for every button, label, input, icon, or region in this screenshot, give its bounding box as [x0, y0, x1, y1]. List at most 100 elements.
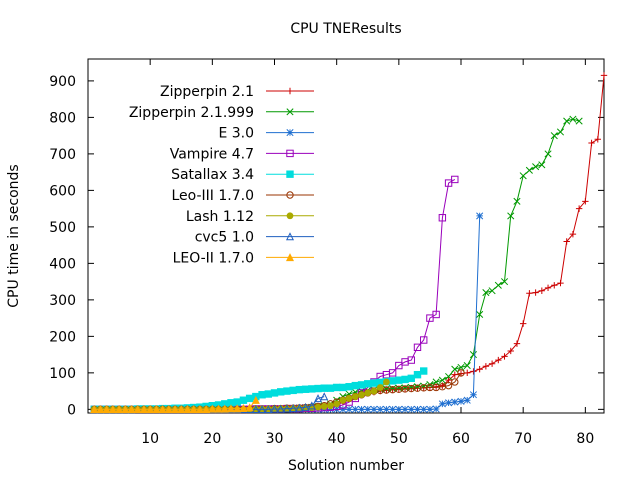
y-tick-label: 700	[49, 147, 76, 163]
data-point	[258, 391, 266, 399]
data-point	[413, 343, 422, 352]
data-point	[295, 403, 304, 412]
data-point	[500, 278, 509, 286]
data-point	[177, 405, 186, 414]
data-point	[326, 405, 335, 413]
axis-ticks: 10 20 30 40 50 60 70 80010020030040050060070080…	[49, 59, 604, 447]
data-point	[358, 391, 365, 399]
data-point	[401, 384, 409, 392]
data-point	[283, 387, 291, 395]
data-point	[432, 405, 440, 413]
data-point	[289, 386, 297, 395]
legend-label: cvc5 1.0	[195, 230, 254, 246]
data-point	[239, 403, 248, 412]
data-point	[295, 385, 304, 394]
data-point	[388, 377, 397, 385]
data-point	[133, 405, 142, 414]
data-point	[314, 403, 322, 411]
data-point	[189, 405, 198, 414]
data-point	[501, 353, 508, 360]
data-point	[314, 394, 323, 403]
data-point	[469, 391, 477, 399]
data-point	[519, 172, 527, 180]
data-point	[251, 405, 260, 414]
data-point	[438, 214, 447, 222]
x-tick-label: 20	[203, 431, 221, 447]
data-point	[96, 405, 105, 414]
series-line	[94, 215, 481, 410]
data-point	[332, 383, 341, 392]
data-point	[289, 403, 298, 412]
data-point	[270, 404, 279, 413]
data-point	[551, 282, 558, 289]
legend-marker	[285, 232, 295, 241]
legend-label: Satallax 3.4	[171, 167, 254, 183]
data-point	[220, 404, 229, 413]
data-point	[139, 405, 148, 414]
x-tick-label: 80	[576, 431, 594, 447]
y-tick-label: 300	[49, 293, 76, 309]
data-point	[600, 72, 608, 79]
legend-label: Lash 1.12	[186, 209, 254, 225]
data-point	[420, 405, 428, 413]
data-point	[282, 404, 291, 413]
series-line	[94, 178, 456, 410]
data-point	[258, 405, 267, 414]
data-point	[339, 405, 347, 413]
data-point	[333, 400, 341, 408]
data-point	[214, 404, 223, 413]
y-tick-label: 800	[49, 110, 76, 126]
data-point	[482, 289, 490, 297]
data-point	[233, 398, 241, 406]
series-1	[90, 115, 583, 413]
y-tick-label: 900	[49, 74, 76, 90]
data-point	[575, 205, 583, 212]
data-point	[556, 128, 565, 136]
data-point	[532, 289, 539, 296]
data-point	[582, 198, 589, 205]
data-point	[127, 405, 136, 414]
series-layer	[90, 72, 608, 414]
data-point	[413, 405, 422, 413]
data-point	[488, 287, 496, 295]
data-point	[146, 405, 155, 414]
data-point	[364, 389, 372, 397]
data-point	[264, 390, 272, 398]
data-point	[108, 405, 117, 414]
data-point	[395, 376, 403, 384]
legend-marker	[286, 87, 294, 95]
x-axis-label: Solution number	[288, 458, 404, 474]
data-point	[526, 290, 533, 297]
data-point	[463, 396, 471, 404]
data-point	[115, 405, 124, 414]
data-point	[301, 385, 310, 393]
data-point	[90, 405, 99, 414]
data-point	[432, 310, 440, 319]
data-point	[320, 392, 329, 401]
data-point	[395, 384, 403, 392]
data-point	[519, 320, 527, 327]
x-tick-label: 30	[266, 431, 284, 447]
data-point	[413, 383, 422, 391]
data-point	[438, 400, 446, 408]
data-point	[457, 397, 465, 405]
data-point	[407, 383, 415, 392]
data-point	[563, 117, 571, 125]
data-point	[389, 384, 397, 393]
data-point	[345, 405, 353, 413]
data-point	[382, 385, 390, 393]
data-point	[420, 367, 428, 375]
data-point	[320, 403, 328, 410]
data-point	[507, 347, 514, 355]
data-point	[538, 161, 546, 169]
data-point	[438, 376, 446, 384]
series-line	[94, 75, 605, 410]
data-point	[121, 405, 130, 414]
y-tick-label: 200	[49, 329, 76, 345]
data-point	[152, 405, 161, 414]
legend-marker	[286, 191, 294, 199]
data-point	[451, 175, 459, 184]
data-point	[301, 402, 310, 411]
data-point	[314, 384, 322, 393]
series-line	[94, 118, 580, 410]
